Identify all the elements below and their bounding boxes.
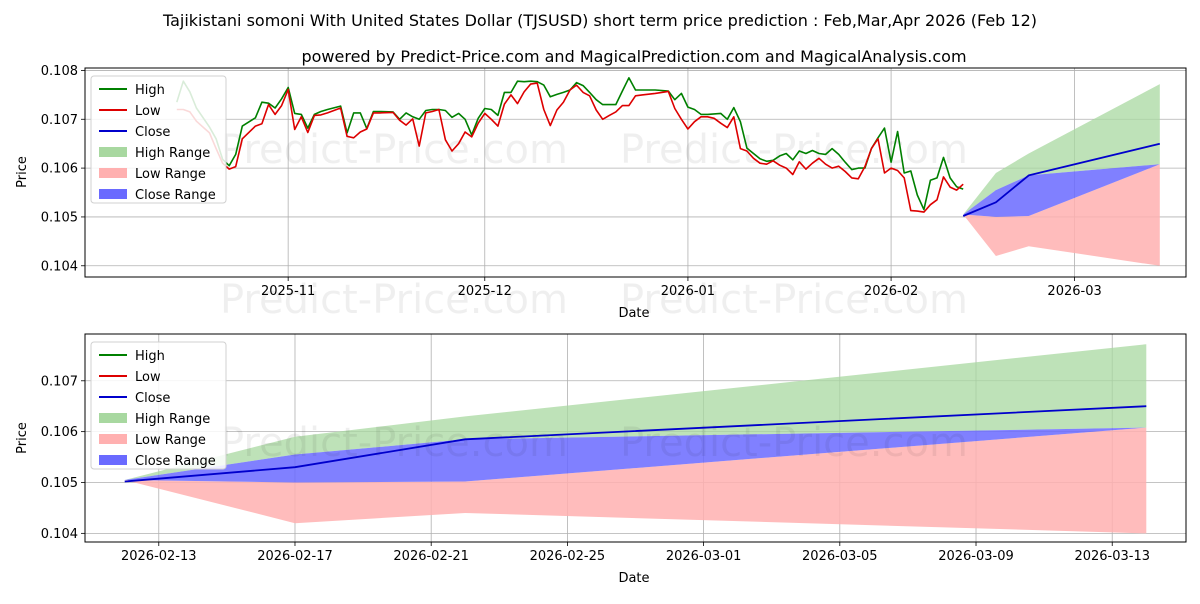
top-watermarks: Predict-Price.com Predict-Price.com Pred…	[220, 127, 968, 323]
x-tick-label: 2026-03-01	[666, 549, 742, 564]
legend-high-label: High	[135, 83, 165, 98]
chart-title: Tajikistani somoni With United States Do…	[162, 11, 1037, 30]
x-tick-label: 2026-01	[661, 284, 715, 299]
y-tick-label: 0.107	[41, 374, 78, 389]
top-y-axis-label: Price	[15, 156, 30, 188]
legend-low-label: Low	[135, 104, 161, 119]
x-tick-label: 2026-03-05	[802, 549, 878, 564]
legend-high-range-swatch	[99, 413, 127, 423]
top-legend: High Low Close High Range Low Range Close Ran…	[91, 76, 226, 203]
bottom-y-axis-label: Price	[15, 422, 30, 454]
chart-subtitle: powered by Predict-Price.com and Magical…	[301, 47, 966, 66]
legend-close-label: Close	[135, 125, 170, 140]
bottom-panel: Predict-Price.com Predict-Price.com 2026…	[15, 334, 1186, 586]
watermark: Predict-Price.com	[220, 420, 568, 466]
legend-close-range-label: Close Range	[135, 454, 216, 469]
legend-close-range-label: Close Range	[135, 188, 216, 203]
watermark: Predict-Price.com	[220, 127, 568, 173]
y-tick-label: 0.104	[41, 527, 78, 542]
x-tick-label: 2026-02-21	[393, 549, 469, 564]
x-tick-label: 2026-03-13	[1074, 549, 1150, 564]
y-tick-label: 0.108	[41, 64, 78, 79]
watermark: Predict-Price.com	[620, 127, 968, 173]
top-range-areas	[963, 84, 1160, 266]
bottom-legend: High Low Close High Range Low Range Close Ran…	[91, 342, 226, 469]
top-panel: Predict-Price.com Predict-Price.com Pred…	[15, 64, 1186, 323]
top-x-axis-label: Date	[618, 306, 649, 321]
legend-low-range-swatch	[99, 434, 127, 444]
y-tick-label: 0.106	[41, 162, 78, 177]
legend-high-label: High	[135, 349, 165, 364]
x-tick-label: 2026-02-25	[530, 549, 606, 564]
legend-close-range-swatch	[99, 189, 127, 199]
legend-high-range-label: High Range	[135, 412, 210, 427]
legend-high-range-swatch	[99, 147, 127, 157]
bottom-x-axis-label: Date	[618, 571, 649, 586]
y-tick-label: 0.105	[41, 210, 78, 225]
legend-high-range-label: High Range	[135, 146, 210, 161]
legend-close-range-swatch	[99, 455, 127, 465]
legend-low-range-label: Low Range	[135, 167, 206, 182]
x-tick-label: 2025-12	[458, 284, 512, 299]
x-tick-label: 2026-02-13	[121, 549, 197, 564]
x-tick-label: 2026-03-09	[938, 549, 1014, 564]
watermark: Predict-Price.com	[620, 420, 968, 466]
y-tick-label: 0.106	[41, 425, 78, 440]
x-tick-label: 2025-11	[261, 284, 315, 299]
legend-low-range-swatch	[99, 168, 127, 178]
y-tick-label: 0.104	[41, 259, 78, 274]
legend-close-label: Close	[135, 391, 170, 406]
legend-low-label: Low	[135, 370, 161, 385]
y-tick-label: 0.105	[41, 476, 78, 491]
legend-low-range-label: Low Range	[135, 433, 206, 448]
x-tick-label: 2026-02-17	[257, 549, 333, 564]
y-tick-label: 0.107	[41, 113, 78, 128]
x-tick-label: 2026-02	[864, 284, 918, 299]
x-tick-label: 2026-03	[1047, 284, 1101, 299]
